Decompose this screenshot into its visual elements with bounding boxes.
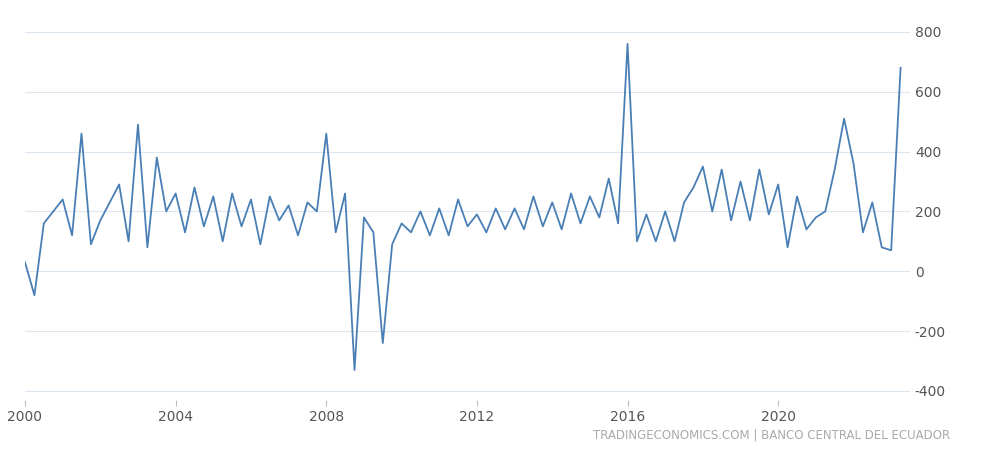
Text: TRADINGECONOMICS.COM | BANCO CENTRAL DEL ECUADOR: TRADINGECONOMICS.COM | BANCO CENTRAL DEL…	[593, 429, 950, 442]
